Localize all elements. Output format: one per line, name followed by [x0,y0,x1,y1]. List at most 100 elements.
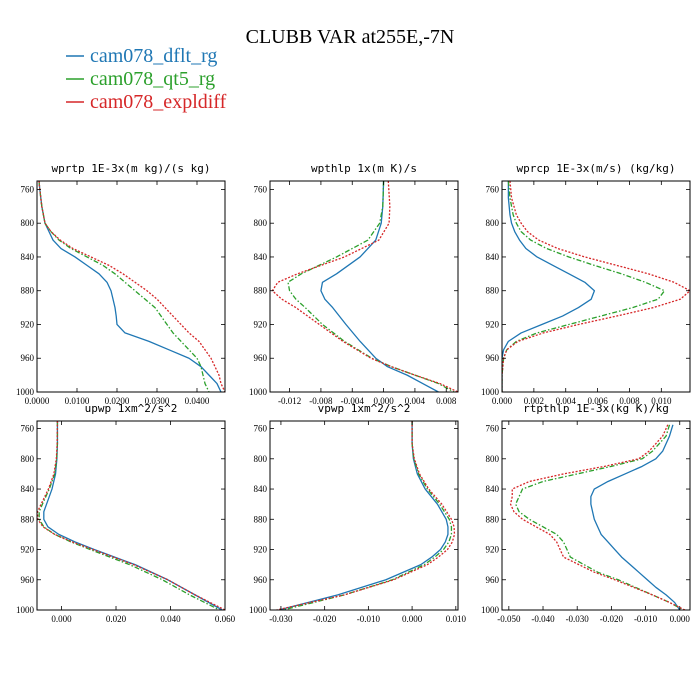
panel-frame-1 [269,180,459,393]
series-group-4 [276,421,456,610]
series-line-5-1 [515,424,684,610]
ytick-label-5-0: 760 [486,424,500,434]
series-line-0-2 [38,181,225,392]
ytick-label-1-6: 1000 [249,387,268,397]
ytick-label-1-4: 920 [254,319,268,329]
ytick-label-4-5: 960 [254,575,268,585]
series-group-0 [38,181,225,392]
ytick-label-1-0: 760 [254,184,268,194]
series-line-3-1 [38,421,220,610]
xtick-label-2-3: 0.006 [587,396,608,406]
panel-5: rtpthlp 1E-3x(kg K)/kg 760 800 840 880 920 960… [481,402,691,624]
xtick-label-1-0: -0.012 [278,396,301,406]
panel-frame-2 [501,180,691,393]
ytick-label-3-5: 960 [21,575,35,585]
xtick-label-5-5: 0.000 [670,614,691,624]
ytick-label-1-5: 960 [254,353,268,363]
ytick-label-2-0: 760 [486,184,500,194]
xtick-label-0-3: 0.0300 [145,396,170,406]
panel-title-1: wpthlp 1x(m K)/s [311,162,417,175]
xtick-label-1-5: 0.008 [436,396,457,406]
panel-title-5: rtpthlp 1E-3x(kg K)/kg [523,402,669,415]
panel-frame-5 [501,420,691,611]
ytick-label-2-1: 800 [486,218,500,228]
ytick-label-3-3: 880 [21,514,35,524]
xtick-label-4-1: -0.020 [313,614,337,624]
xtick-label-2-1: 0.002 [524,396,544,406]
series-line-2-2 [502,181,690,392]
series-line-3-2 [37,421,225,610]
ytick-label-4-4: 920 [254,545,268,555]
panel-frame-4 [269,420,459,611]
series-group-2 [502,181,690,392]
series-line-4-0 [278,421,449,610]
xtick-label-2-4: 0.008 [619,396,640,406]
xtick-label-4-2: -0.010 [357,614,381,624]
xtick-label-4-3: 0.000 [402,614,423,624]
ytick-label-3-4: 920 [21,545,35,555]
series-group-1 [271,181,458,392]
ytick-label-4-2: 840 [254,484,268,494]
panel-frame-0 [36,180,226,393]
xtick-label-4-4: 0.010 [446,614,467,624]
ytick-label-5-5: 960 [486,575,500,585]
ytick-label-3-0: 760 [21,424,35,434]
xtick-label-2-5: 0.010 [651,396,672,406]
ytick-label-2-4: 920 [486,319,500,329]
panel-title-2: wprcp 1E-3x(m/s) (kg/kg) [517,162,676,175]
panel-title-3: upwp 1xm^2/s^2 [85,402,178,415]
series-line-0-0 [38,181,222,392]
panels: wprtp 1E-3x(m kg)/(s kg) 760 800 840 880 920 9… [16,162,691,624]
ytick-label-4-1: 800 [254,454,268,464]
ytick-label-0-0: 760 [21,184,35,194]
ytick-label-2-3: 880 [486,286,500,296]
xtick-label-0-0: 0.0000 [25,396,50,406]
ytick-label-5-1: 800 [486,454,500,464]
series-line-2-0 [502,181,596,392]
series-line-1-0 [320,181,439,392]
ytick-label-5-3: 880 [486,514,500,524]
xtick-label-3-3: 0.060 [215,614,236,624]
xtick-label-2-2: 0.004 [556,396,577,406]
ytick-label-0-2: 840 [21,252,35,262]
ytick-label-0-1: 800 [21,218,35,228]
panel-title-0: wprtp 1E-3x(m kg)/(s kg) [52,162,211,175]
panel-3: upwp 1xm^2/s^2 760 800 840 880 920 960 1000 0.00… [16,402,236,624]
ytick-label-2-6: 1000 [481,387,500,397]
ytick-label-4-3: 880 [254,514,268,524]
ytick-label-1-2: 840 [254,252,268,262]
legend-label-1: cam078_qt5_rg [90,68,215,90]
xtick-label-0-1: 0.0100 [65,396,90,406]
panel-2: wprcp 1E-3x(m/s) (kg/kg) 760 800 840 880 920 9… [481,162,691,406]
legend: cam078_dflt_rgcam078_qt5_rgcam078_expldi… [66,45,227,113]
xtick-label-1-1: -0.008 [309,396,333,406]
ytick-label-0-4: 920 [21,319,35,329]
xtick-label-1-3: 0.000 [373,396,394,406]
xtick-label-5-4: -0.010 [634,614,658,624]
series-line-5-2 [509,424,686,610]
series-line-1-2 [271,181,458,392]
xtick-label-5-3: -0.020 [600,614,624,624]
ytick-label-4-0: 760 [254,424,268,434]
ytick-label-0-3: 880 [21,286,35,296]
xtick-label-0-2: 0.0200 [105,396,130,406]
panel-0: wprtp 1E-3x(m kg)/(s kg) 760 800 840 880 920 9… [16,162,226,406]
ytick-label-5-6: 1000 [481,605,500,615]
ytick-label-3-1: 800 [21,454,35,464]
xtick-label-2-0: 0.000 [492,396,513,406]
xtick-label-1-4: 0.004 [405,396,426,406]
ytick-label-0-5: 960 [21,353,35,363]
panel-title-4: vpwp 1xm^2/s^2 [318,402,411,415]
xtick-label-5-1: -0.040 [531,614,555,624]
panel-frame-3 [36,420,226,611]
series-group-3 [37,421,225,610]
ytick-label-1-1: 800 [254,218,268,228]
ytick-label-3-6: 1000 [16,605,35,615]
ytick-label-1-3: 880 [254,286,268,296]
ytick-label-5-4: 920 [486,545,500,555]
ytick-label-3-2: 840 [21,484,35,494]
panel-4: vpwp 1xm^2/s^27608008408809209601000-0.0… [249,402,466,624]
panel-1: wpthlp 1x(m K)/s 760 800 840 880 920 960 1000 -0… [249,162,459,406]
